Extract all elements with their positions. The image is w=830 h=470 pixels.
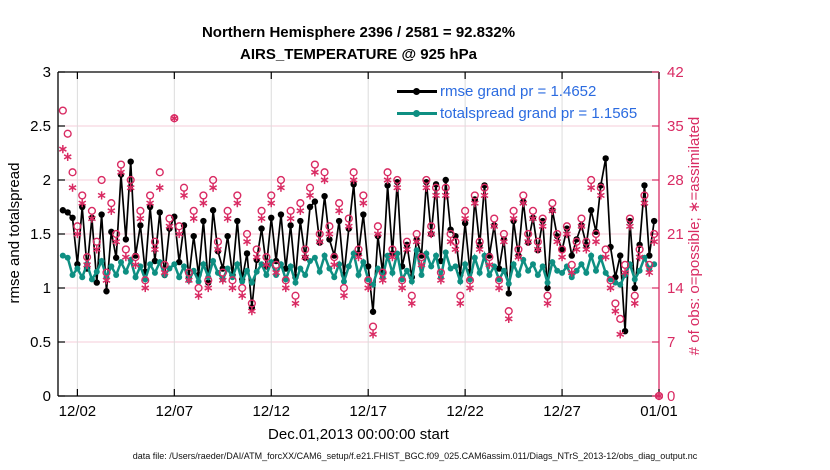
possible-obs-markers xyxy=(58,106,664,401)
svg-text:01/01: 01/01 xyxy=(640,403,678,420)
svg-text:28: 28 xyxy=(667,172,684,189)
svg-text:1.5: 1.5 xyxy=(30,226,51,243)
svg-text:1: 1 xyxy=(43,280,51,297)
x-axis-ticks: 12/02 12/07 12/12 12/17 12/22 12/27 01/01 xyxy=(59,72,678,420)
totalspread-line-swatch-icon xyxy=(397,109,437,117)
right-y-axis-label: # of obs: o=possible; ∗=assimilated xyxy=(686,116,703,356)
legend: rmse grand pr = 1.4652 totalspread grand… xyxy=(397,80,637,124)
svg-text:12/27: 12/27 xyxy=(543,403,581,420)
legend-label-totalspread: totalspread grand pr = 1.1565 xyxy=(440,104,638,122)
svg-text:3: 3 xyxy=(43,64,51,81)
svg-text:0.5: 0.5 xyxy=(30,334,51,351)
rmse-series xyxy=(59,155,658,335)
svg-text:12/07: 12/07 xyxy=(156,403,194,420)
svg-text:12/02: 12/02 xyxy=(59,403,97,420)
svg-text:42: 42 xyxy=(667,64,684,81)
data-file-caption: data file: /Users/raeder/DAI/ATM_forcXX/… xyxy=(132,451,698,461)
legend-entry-rmse: rmse grand pr = 1.4652 xyxy=(397,80,637,102)
left-y-axis-ticks: 0 0.5 1 1.5 2 2.5 3 xyxy=(30,64,65,405)
svg-text:12/17: 12/17 xyxy=(349,403,387,420)
svg-text:12/12: 12/12 xyxy=(252,403,290,420)
x-axis-label: Dec.01,2013 00:00:00 start xyxy=(268,426,449,443)
legend-entry-totalspread: totalspread grand pr = 1.1565 xyxy=(397,102,637,124)
plot-title-line2: AIRS_TEMPERATURE @ 925 hPa xyxy=(240,46,477,63)
svg-text:35: 35 xyxy=(667,118,684,135)
svg-text:21: 21 xyxy=(667,226,684,243)
svg-text:0: 0 xyxy=(667,388,675,405)
svg-text:12/22: 12/22 xyxy=(446,403,484,420)
svg-text:7: 7 xyxy=(667,334,675,351)
svg-text:2.5: 2.5 xyxy=(30,118,51,135)
plot-title-line1: Northern Hemisphere 2396 / 2581 = 92.832… xyxy=(201,24,516,41)
svg-text:2: 2 xyxy=(43,172,51,189)
svg-text:14: 14 xyxy=(667,280,684,297)
left-y-axis-label: rmse and totalspread xyxy=(6,162,23,304)
svg-text:0: 0 xyxy=(43,388,51,405)
assimilated-obs-markers xyxy=(58,114,663,401)
right-y-axis-ticks: 0 7 14 21 28 35 42 xyxy=(652,64,684,405)
rmse-line-swatch-icon xyxy=(397,87,437,95)
legend-label-rmse: rmse grand pr = 1.4652 xyxy=(440,82,597,100)
